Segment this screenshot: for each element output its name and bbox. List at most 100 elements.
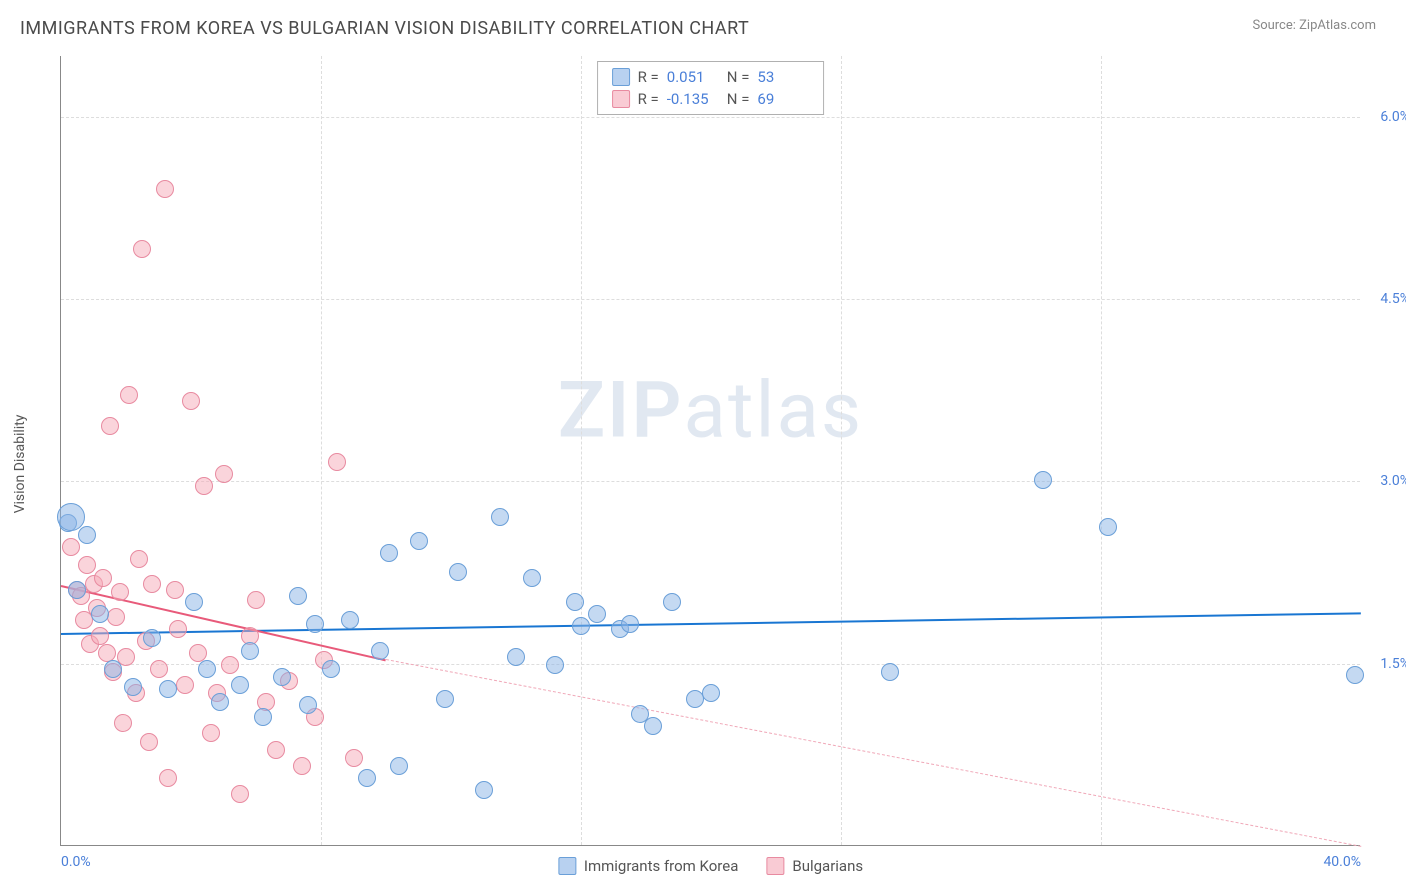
data-point [107, 608, 125, 626]
swatch-pink-icon [766, 857, 784, 875]
trend-line [386, 659, 1361, 847]
gridline-horizontal [61, 299, 1360, 300]
y-tick-label: 1.5% [1380, 656, 1406, 672]
data-point [572, 617, 590, 635]
data-point [322, 660, 340, 678]
watermark: ZIPatlas [558, 366, 863, 457]
data-point [306, 615, 324, 633]
data-point [1346, 666, 1364, 684]
stats-row-series1: R = 0.051 N = 53 [612, 66, 810, 88]
data-point [166, 581, 184, 599]
data-point [120, 386, 138, 404]
data-point [663, 593, 681, 611]
data-point [702, 684, 720, 702]
data-point [231, 785, 249, 803]
data-point [159, 769, 177, 787]
data-point [91, 605, 109, 623]
data-point [57, 503, 85, 531]
data-point [94, 569, 112, 587]
stats-row-series2: R = -0.135 N = 69 [612, 88, 810, 110]
data-point [156, 180, 174, 198]
x-tick-label: 0.0% [61, 854, 91, 870]
data-point [267, 741, 285, 759]
data-point [124, 678, 142, 696]
data-point [371, 642, 389, 660]
data-point [211, 693, 229, 711]
data-point [491, 508, 509, 526]
legend-item-korea: Immigrants from Korea [558, 857, 738, 875]
series-legend: Immigrants from Korea Bulgarians [558, 857, 863, 875]
data-point [390, 757, 408, 775]
data-point [231, 676, 249, 694]
data-point [143, 575, 161, 593]
data-point [140, 733, 158, 751]
data-point [358, 769, 376, 787]
y-tick-label: 3.0% [1380, 473, 1406, 489]
data-point [345, 749, 363, 767]
data-point [380, 544, 398, 562]
data-point [507, 648, 525, 666]
data-point [410, 532, 428, 550]
data-point [1034, 471, 1052, 489]
data-point [101, 417, 119, 435]
gridline-horizontal [61, 664, 1360, 665]
data-point [176, 676, 194, 694]
chart-title: IMMIGRANTS FROM KOREA VS BULGARIAN VISIO… [20, 18, 749, 39]
data-point [221, 656, 239, 674]
data-point [241, 642, 259, 660]
gridline-horizontal [61, 117, 1360, 118]
data-point [475, 781, 493, 799]
data-point [78, 526, 96, 544]
y-axis-label: Vision Disability [12, 415, 28, 514]
legend-item-bulgarians: Bulgarians [766, 857, 863, 875]
data-point [91, 627, 109, 645]
data-point [299, 696, 317, 714]
gridline-vertical [1101, 56, 1102, 845]
data-point [195, 477, 213, 495]
scatter-plot: ZIPatlas R = 0.051 N = 53 R = -0.135 N =… [60, 56, 1360, 846]
data-point [114, 714, 132, 732]
y-tick-label: 4.5% [1380, 291, 1406, 307]
data-point [247, 591, 265, 609]
data-point [143, 629, 161, 647]
data-point [182, 392, 200, 410]
data-point [293, 757, 311, 775]
gridline-vertical [581, 56, 582, 845]
gridline-vertical [321, 56, 322, 845]
data-point [436, 690, 454, 708]
data-point [198, 660, 216, 678]
data-point [111, 583, 129, 601]
y-tick-label: 6.0% [1380, 109, 1406, 125]
data-point [566, 593, 584, 611]
gridline-vertical [841, 56, 842, 845]
data-point [523, 569, 541, 587]
data-point [185, 593, 203, 611]
data-point [169, 620, 187, 638]
data-point [644, 717, 662, 735]
data-point [215, 465, 233, 483]
data-point [341, 611, 359, 629]
data-point [621, 615, 639, 633]
data-point [104, 660, 122, 678]
data-point [1099, 518, 1117, 536]
swatch-blue-icon [558, 857, 576, 875]
chart-area: Vision Disability ZIPatlas R = 0.051 N =… [50, 56, 1380, 856]
gridline-horizontal [61, 481, 1360, 482]
data-point [68, 581, 86, 599]
data-point [150, 660, 168, 678]
swatch-pink-icon [612, 90, 630, 108]
data-point [449, 563, 467, 581]
data-point [289, 587, 307, 605]
x-tick-label: 40.0% [1323, 854, 1361, 870]
data-point [133, 240, 151, 258]
data-point [546, 656, 564, 674]
correlation-stats-box: R = 0.051 N = 53 R = -0.135 N = 69 [597, 61, 825, 115]
data-point [328, 453, 346, 471]
data-point [881, 663, 899, 681]
data-point [78, 556, 96, 574]
data-point [159, 680, 177, 698]
data-point [588, 605, 606, 623]
data-point [273, 668, 291, 686]
data-point [130, 550, 148, 568]
data-point [254, 708, 272, 726]
